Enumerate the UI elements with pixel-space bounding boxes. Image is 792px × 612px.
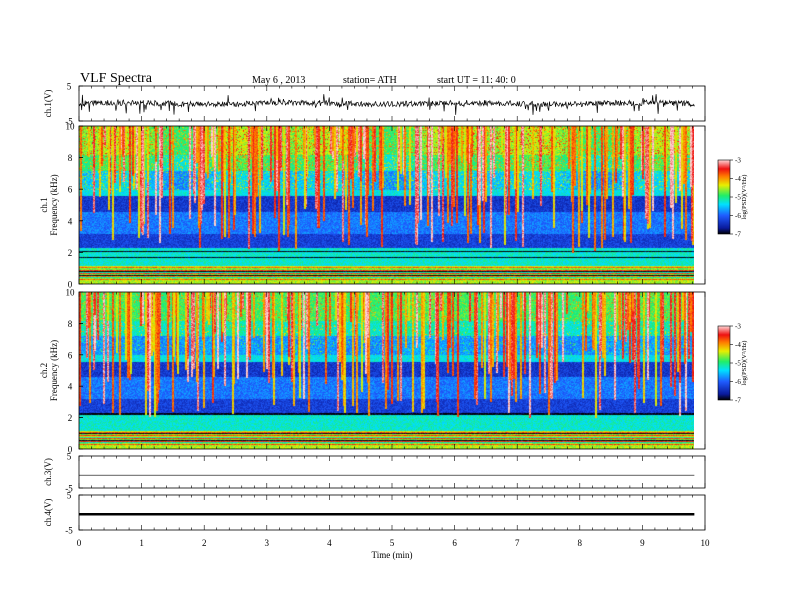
colorbar-tick-label: -7 [735,231,741,239]
ylabel-channel: ch.1 [39,197,49,212]
ytick-label: 4 [68,216,73,226]
xtick-label: 1 [139,538,144,548]
colorbar-tick-label: -4 [735,341,741,349]
ytick-label: 10 [66,122,76,132]
ytick-label: 10 [66,288,76,298]
xtick-label: 4 [327,538,332,548]
xtick-label: 0 [77,538,82,548]
xtick-label: 3 [265,538,270,548]
ytick-label: -5 [65,484,73,494]
xtick-label: 10 [701,538,711,548]
ytick-label: 2 [68,248,73,258]
ytick-label: 5 [67,491,72,501]
spectrogram-image-ch1 [79,126,694,284]
colorbar-label: log(PSD)(V²/Hz) [741,175,748,220]
ytick-label: 8 [68,153,73,163]
colorbar-tick-label: -3 [735,157,741,165]
ylabel-channel: ch.2 [39,363,49,378]
ytick-label: 6 [68,350,73,360]
spectrogram-image-ch2 [79,292,694,449]
xtick-label: 6 [452,538,457,548]
ytick-label: 2 [68,413,73,423]
colorbar-tick-label: -6 [735,212,741,220]
ylabel-frequency: Frequency (kHz) [49,174,59,235]
ylabel-ch4-waveform: ch.4(V) [43,499,53,527]
start-time-label: start UT = 11: 40: 0 [437,75,516,86]
ylabel-frequency: Frequency (kHz) [49,340,59,401]
ylabel-ch1-waveform: ch.1(V) [43,90,53,118]
ytick-label: -5 [65,526,73,536]
colorbar [717,325,731,401]
ytick-label: 8 [68,319,73,329]
xtick-label: 5 [390,538,395,548]
ytick-label: -5 [65,117,73,127]
date-label: May 6 , 2013 [252,75,306,86]
ytick-label: 6 [68,185,73,195]
panel-frame-5 [78,494,706,531]
colorbar-tick-label: -3 [735,323,741,331]
colorbar [717,159,731,235]
xtick-label: 9 [640,538,645,548]
colorbar-label: log(PSD)(V²/Hz) [741,341,748,386]
ytick-label: 4 [68,382,73,392]
colorbar-tick-label: -5 [735,360,741,368]
xtick-label: 2 [202,538,207,548]
station-label: station= ATH [343,75,397,86]
colorbar-tick-label: -6 [735,378,741,386]
chart-title: VLF Spectra [80,71,152,86]
colorbar-tick-label: -7 [735,397,741,405]
ytick-label: 0 [68,445,73,455]
ylabel-ch3-waveform: ch.3(V) [43,458,53,486]
ytick-label: 0 [68,280,73,290]
ytick-label: 5 [67,82,72,92]
colorbar-tick-label: -4 [735,175,741,183]
colorbar-tick-label: -5 [735,194,741,202]
ytick-label: 5 [67,452,72,462]
xtick-label: 8 [578,538,583,548]
ch1-waveform-trace [78,94,695,115]
xtick-label: 7 [515,538,520,548]
xlabel: Time (min) [372,550,413,560]
